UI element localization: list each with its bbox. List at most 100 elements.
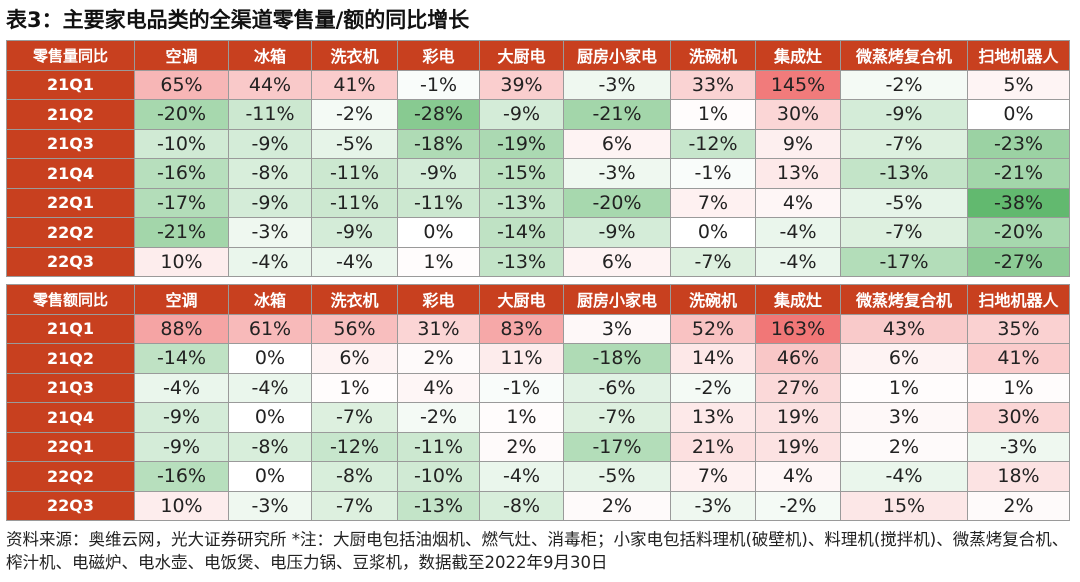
- data-cell: -12%: [670, 128, 756, 159]
- data-cell: 3%: [563, 313, 671, 344]
- row-label: 22Q1: [6, 431, 135, 462]
- data-cell: -3%: [670, 490, 756, 521]
- data-cell: -18%: [563, 343, 671, 374]
- data-cell: 19%: [755, 402, 841, 433]
- data-cell: 4%: [755, 187, 841, 218]
- data-cell: -1%: [670, 158, 756, 189]
- data-cell: -14%: [134, 343, 229, 374]
- row-label: 22Q2: [6, 217, 135, 248]
- data-cell: -17%: [840, 246, 968, 277]
- data-cell: 41%: [311, 69, 398, 100]
- row-label: 21Q2: [6, 343, 135, 374]
- data-cell: 6%: [840, 343, 968, 374]
- data-cell: -9%: [840, 99, 968, 130]
- data-cell: 52%: [670, 313, 756, 344]
- data-cell: 35%: [967, 313, 1070, 344]
- column-header: 彩电: [397, 40, 480, 71]
- data-cell: 5%: [967, 69, 1070, 100]
- data-cell: -4%: [311, 246, 398, 277]
- data-cell: 10%: [134, 246, 229, 277]
- table-row: 21Q1 88% 61% 56% 31% 83% 3% 52% 163% 43% 35%: [6, 313, 1070, 344]
- column-header: 空调: [134, 284, 229, 315]
- data-cell: -7%: [840, 128, 968, 159]
- data-cell: -7%: [840, 217, 968, 248]
- data-cell: -4%: [228, 246, 312, 277]
- data-cell: 2%: [479, 431, 564, 462]
- data-cell: -8%: [311, 461, 398, 492]
- data-cell: 1%: [840, 372, 968, 403]
- data-cell: 0%: [228, 343, 312, 374]
- data-cell: -9%: [134, 431, 229, 462]
- data-cell: -2%: [670, 372, 756, 403]
- column-header: 洗衣机: [311, 284, 398, 315]
- data-cell: 2%: [967, 490, 1070, 521]
- header-row: 零售量同比 空调 冰箱 洗衣机 彩电 大厨电 厨房小家电 洗碗机 集成灶 微蒸烤复合机 扫地机器人: [6, 40, 1070, 71]
- data-cell: 2%: [840, 431, 968, 462]
- data-cell: 1%: [397, 246, 480, 277]
- data-cell: -7%: [311, 490, 398, 521]
- data-cell: -13%: [840, 158, 968, 189]
- data-cell: -8%: [228, 431, 312, 462]
- data-cell: -9%: [134, 402, 229, 433]
- table-row: 22Q3 10% -3% -7% -13% -8% 2% -3% -2% 15% 2%: [6, 490, 1070, 521]
- retail-value-table: 零售额同比 空调 冰箱 洗衣机 彩电 大厨电 厨房小家电 洗碗机 集成灶 微蒸烤复合机 扫地机器人 2…: [6, 284, 1070, 521]
- data-cell: 0%: [228, 461, 312, 492]
- data-cell: -2%: [840, 69, 968, 100]
- data-cell: -3%: [228, 490, 312, 521]
- retail-volume-table: 零售量同比 空调 冰箱 洗衣机 彩电 大厨电 厨房小家电 洗碗机 集成灶 微蒸烤复合机 扫地机器人 2…: [6, 40, 1070, 277]
- column-header: 扫地机器人: [967, 40, 1070, 71]
- table-row: 21Q2 -14% 0% 6% 2% 11% -18% 14% 46% 6% 41%: [6, 343, 1070, 374]
- data-cell: -11%: [397, 187, 480, 218]
- row-label: 22Q2: [6, 461, 135, 492]
- data-cell: -4%: [479, 461, 564, 492]
- column-header: 洗碗机: [670, 284, 756, 315]
- data-cell: 13%: [670, 402, 756, 433]
- data-cell: 88%: [134, 313, 229, 344]
- data-cell: -3%: [563, 69, 671, 100]
- data-cell: -21%: [563, 99, 671, 130]
- column-header: 空调: [134, 40, 229, 71]
- data-cell: -9%: [479, 99, 564, 130]
- corner-header: 零售量同比: [6, 40, 135, 71]
- data-cell: -14%: [479, 217, 564, 248]
- column-header: 微蒸烤复合机: [840, 40, 968, 71]
- data-cell: -3%: [563, 158, 671, 189]
- data-cell: -12%: [311, 431, 398, 462]
- data-cell: 39%: [479, 69, 564, 100]
- table-row: 21Q2 -20% -11% -2% -28% -9% -21% 1% 30% -9% 0%: [6, 99, 1070, 130]
- corner-header: 零售额同比: [6, 284, 135, 315]
- column-header: 洗衣机: [311, 40, 398, 71]
- data-cell: 2%: [563, 490, 671, 521]
- data-cell: -11%: [228, 99, 312, 130]
- data-cell: -7%: [563, 402, 671, 433]
- table-row: 21Q4 -9% 0% -7% -2% 1% -7% 13% 19% 3% 30%: [6, 402, 1070, 433]
- data-cell: -20%: [967, 217, 1070, 248]
- data-cell: 43%: [840, 313, 968, 344]
- data-cell: 44%: [228, 69, 312, 100]
- row-label: 21Q2: [6, 99, 135, 130]
- data-cell: 14%: [670, 343, 756, 374]
- data-cell: 46%: [755, 343, 841, 374]
- column-header: 大厨电: [479, 40, 564, 71]
- data-cell: -1%: [479, 372, 564, 403]
- data-cell: -2%: [311, 99, 398, 130]
- table-row: 22Q1 -9% -8% -12% -11% 2% -17% 21% 19% 2% -3%: [6, 431, 1070, 462]
- column-header: 微蒸烤复合机: [840, 284, 968, 315]
- data-cell: -11%: [397, 431, 480, 462]
- row-label: 21Q1: [6, 69, 135, 100]
- data-cell: 21%: [670, 431, 756, 462]
- data-cell: -9%: [563, 217, 671, 248]
- data-cell: -7%: [311, 402, 398, 433]
- table-row: 21Q4 -16% -8% -11% -9% -15% -3% -1% 13% -13% -21%: [6, 158, 1070, 189]
- data-cell: -10%: [397, 461, 480, 492]
- row-label: 22Q1: [6, 187, 135, 218]
- data-cell: 41%: [967, 343, 1070, 374]
- table-row: 22Q3 10% -4% -4% 1% -13% 6% -7% -4% -17% -27%: [6, 246, 1070, 277]
- table-row: 21Q3 -4% -4% 1% 4% -1% -6% -2% 27% 1% 1%: [6, 372, 1070, 403]
- data-cell: 0%: [397, 217, 480, 248]
- table-row: 21Q3 -10% -9% -5% -18% -19% 6% -12% 9% -7% -23%: [6, 128, 1070, 159]
- row-label: 21Q3: [6, 128, 135, 159]
- table-row: 22Q2 -21% -3% -9% 0% -14% -9% 0% -4% -7% -20%: [6, 217, 1070, 248]
- column-header: 冰箱: [228, 284, 312, 315]
- data-cell: -17%: [563, 431, 671, 462]
